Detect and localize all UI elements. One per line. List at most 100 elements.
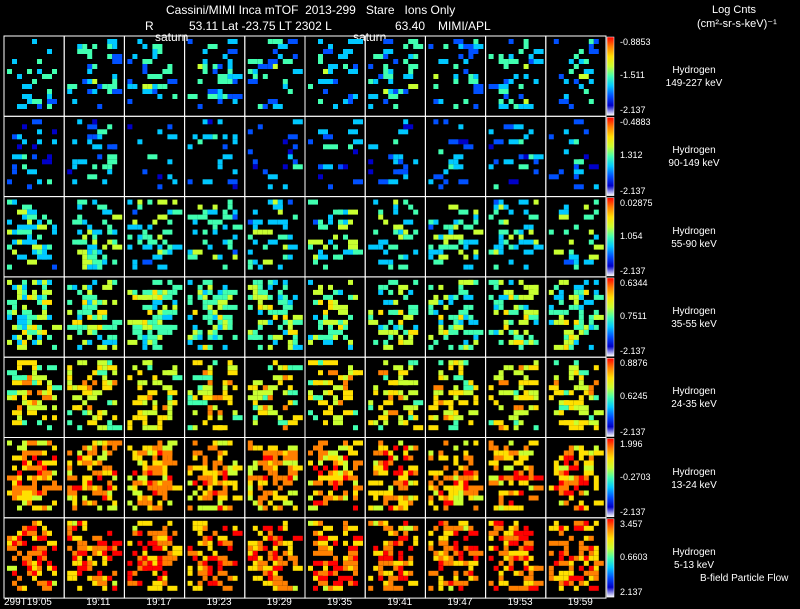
count-pixel bbox=[142, 550, 148, 556]
count-pixel bbox=[343, 209, 348, 215]
image-frame bbox=[545, 356, 607, 439]
count-pixel bbox=[328, 184, 333, 190]
count-pixel bbox=[162, 470, 168, 476]
count-pixel bbox=[463, 480, 469, 486]
count-pixel bbox=[578, 475, 584, 481]
count-pixel bbox=[17, 319, 27, 325]
count-pixel bbox=[508, 279, 514, 285]
count-pixel bbox=[443, 560, 449, 566]
count-pixel bbox=[127, 59, 133, 64]
count-pixel bbox=[433, 259, 444, 265]
count-pixel bbox=[207, 94, 218, 99]
count-pixel bbox=[212, 329, 218, 335]
count-pixel bbox=[523, 209, 529, 215]
count-pixel bbox=[172, 299, 178, 305]
count-pixel bbox=[172, 375, 183, 381]
count-pixel bbox=[453, 420, 459, 426]
count-pixel bbox=[593, 395, 599, 401]
count-pixel bbox=[318, 370, 323, 376]
count-pixel bbox=[528, 214, 539, 220]
image-frame bbox=[63, 517, 125, 599]
count-pixel bbox=[398, 495, 404, 501]
count-pixel bbox=[12, 154, 22, 160]
count-pixel bbox=[272, 309, 278, 315]
count-pixel bbox=[373, 385, 379, 391]
count-pixel bbox=[438, 585, 444, 591]
count-pixel bbox=[573, 334, 579, 340]
count-pixel bbox=[7, 370, 17, 376]
count-pixel bbox=[338, 309, 343, 315]
count-pixel bbox=[112, 59, 123, 64]
time-label: 19:11 bbox=[86, 597, 111, 608]
count-pixel bbox=[167, 410, 173, 416]
count-pixel bbox=[267, 294, 273, 300]
count-pixel bbox=[277, 54, 283, 59]
image-frame bbox=[3, 115, 65, 198]
count-pixel bbox=[328, 450, 338, 456]
count-pixel bbox=[277, 495, 288, 501]
count-pixel bbox=[453, 550, 459, 556]
count-pixel bbox=[132, 219, 138, 225]
count-pixel bbox=[112, 239, 118, 245]
count-pixel bbox=[328, 405, 333, 411]
count-pixel bbox=[162, 445, 173, 451]
count-pixel bbox=[157, 480, 163, 486]
count-pixel bbox=[498, 99, 504, 104]
count-pixel bbox=[157, 264, 168, 270]
count-pixel bbox=[272, 455, 278, 461]
count-pixel bbox=[328, 294, 333, 300]
image-frame bbox=[184, 115, 246, 198]
count-pixel bbox=[72, 485, 83, 491]
count-pixel bbox=[157, 234, 163, 240]
count-pixel bbox=[548, 319, 554, 325]
count-pixel bbox=[232, 99, 238, 104]
image-frame bbox=[364, 437, 426, 519]
count-pixel bbox=[232, 560, 238, 566]
count-pixel bbox=[217, 460, 223, 466]
count-pixel bbox=[503, 445, 509, 451]
count-pixel bbox=[593, 279, 599, 285]
count-pixel bbox=[87, 560, 93, 566]
count-pixel bbox=[553, 520, 559, 526]
count-pixel bbox=[142, 410, 148, 416]
count-pixel bbox=[473, 385, 479, 391]
count-pixel bbox=[408, 560, 414, 566]
count-pixel bbox=[583, 470, 594, 476]
count-pixel bbox=[473, 550, 484, 556]
count-pixel bbox=[247, 495, 253, 501]
count-pixel bbox=[282, 164, 288, 170]
count-pixel bbox=[82, 259, 93, 265]
count-pixel bbox=[318, 54, 323, 59]
count-pixel bbox=[453, 475, 459, 481]
count-pixel bbox=[578, 450, 589, 456]
count-pixel bbox=[323, 339, 333, 345]
count-pixel bbox=[227, 49, 238, 54]
count-pixel bbox=[588, 575, 594, 581]
count-pixel bbox=[17, 575, 22, 581]
count-pixel bbox=[202, 455, 208, 461]
count-pixel bbox=[573, 420, 579, 426]
count-pixel bbox=[488, 294, 494, 300]
count-pixel bbox=[107, 84, 118, 89]
count-pixel bbox=[523, 304, 529, 310]
count-pixel bbox=[47, 94, 52, 99]
count-pixel bbox=[523, 375, 529, 381]
count-pixel bbox=[252, 289, 258, 295]
count-pixel bbox=[453, 570, 459, 576]
count-pixel bbox=[7, 475, 17, 481]
count-pixel bbox=[87, 294, 98, 300]
count-pixel bbox=[578, 565, 584, 571]
count-pixel bbox=[162, 570, 168, 576]
count-pixel bbox=[578, 425, 584, 431]
count-pixel bbox=[227, 244, 233, 250]
count-pixel bbox=[563, 229, 569, 235]
count-pixel bbox=[152, 319, 158, 325]
count-pixel bbox=[378, 405, 384, 411]
count-pixel bbox=[593, 475, 599, 481]
count-pixel bbox=[262, 104, 268, 109]
count-pixel bbox=[92, 259, 103, 265]
count-pixel bbox=[508, 450, 514, 456]
count-pixel bbox=[548, 304, 554, 310]
count-pixel bbox=[568, 249, 574, 255]
count-pixel bbox=[232, 169, 238, 175]
